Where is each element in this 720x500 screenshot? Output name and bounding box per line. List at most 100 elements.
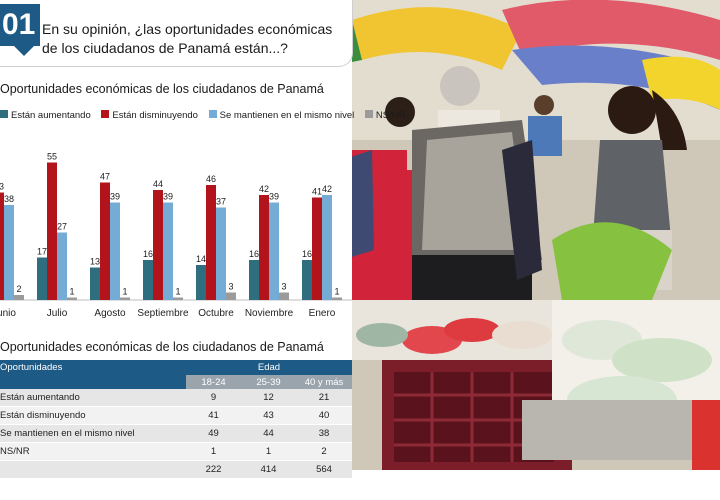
data-label-nsnr: 1: [334, 287, 339, 297]
bar-disminuyendo: [0, 192, 4, 300]
data-label-disminuyendo: 41: [312, 187, 322, 197]
data-label-mismo-nivel: 39: [163, 192, 173, 202]
table-row-label: Están disminuyendo: [0, 410, 86, 421]
data-label-disminuyendo: 42: [259, 184, 269, 194]
legend-item-nsnr: NS/NR: [364, 110, 406, 121]
data-label-aumentando: 17: [37, 247, 47, 257]
bar-mismo-nivel: [163, 202, 173, 300]
legend-label-disminuyendo: Están disminuyendo: [112, 110, 198, 121]
x-tick-label: Agosto: [94, 308, 126, 319]
data-label-nsnr: 1: [175, 287, 180, 297]
x-tick-label: Septiembre: [137, 308, 189, 319]
question-number-badge: 01: [0, 4, 40, 46]
data-label-aumentando: 16: [249, 249, 259, 259]
table-cell: 1: [210, 446, 217, 457]
data-label-mismo-nivel: 42: [322, 184, 332, 194]
legend-label-nsnr: NS/NR: [375, 110, 406, 121]
legend-item-aumentando: Están aumentando: [0, 110, 91, 121]
bar-disminuyendo: [206, 185, 216, 300]
bar-mismo-nivel: [322, 195, 332, 300]
data-label-disminuyendo: 44: [153, 179, 163, 189]
table-header-row-2: 18-24 25-39 40 y más: [0, 375, 352, 389]
data-label-nsnr: 3: [228, 282, 233, 292]
table-row: NS/NR 1 1 2: [0, 443, 352, 461]
bar-disminuyendo: [312, 197, 322, 300]
data-label-aumentando: 16: [302, 249, 312, 259]
data-label-nsnr: 1: [122, 287, 127, 297]
data-label-disminuyendo: 46: [206, 174, 216, 184]
x-tick-label: Enero: [309, 308, 336, 319]
table-header-oportunidades: Oportunidades: [0, 362, 63, 373]
table-row: Se mantienen en el mismo nivel 49 44 38: [0, 425, 352, 443]
data-label-nsnr: 3: [281, 282, 286, 292]
table-header-col-25-39: 25-39: [256, 376, 281, 388]
question-header: 01 En su opinión, ¿las oportunidades eco…: [0, 0, 353, 67]
table-cell: 222: [205, 464, 222, 475]
table-header-edad: Edad: [257, 362, 281, 373]
bar-mismo-nivel: [110, 202, 120, 300]
data-label-nsnr: 2: [16, 284, 21, 294]
data-label-disminuyendo: 43: [0, 182, 4, 192]
bar-aumentando: [37, 257, 47, 300]
table-cell: 21: [318, 392, 330, 403]
table-row: Están aumentando 9 12 21: [0, 389, 352, 407]
bar-nsnr: [67, 297, 77, 300]
x-tick-label: Junio: [0, 308, 16, 319]
market-photo-drawing: [352, 0, 720, 500]
table-cell: 40: [318, 410, 330, 421]
data-label-mismo-nivel: 37: [216, 197, 226, 207]
table-body: Están aumentando 9 12 21 Están disminuye…: [0, 389, 352, 479]
legend-item-disminuyendo: Están disminuyendo: [101, 110, 198, 121]
legend-item-mismo-nivel: Se mantienen en el mismo nivel: [208, 110, 354, 121]
table-row-totals: 222 414 564: [0, 461, 352, 479]
table-header-row-1: Oportunidades Edad: [0, 360, 352, 375]
chart-legend: Están aumentando Están disminuyendo Se m…: [0, 110, 413, 121]
table-cell: 2: [321, 446, 327, 457]
legend-swatch-aumentando: [0, 110, 8, 119]
table-header-col-40-mas: 40 y más: [304, 376, 344, 388]
x-tick-label: Noviembre: [245, 308, 294, 319]
table-header-col-18-24: 18-24: [201, 376, 226, 388]
data-label-aumentando: 16: [143, 249, 153, 259]
bar-nsnr: [279, 292, 289, 300]
x-tick-label: Julio: [47, 308, 68, 319]
bar-aumentando: [143, 260, 153, 300]
table-cell: 12: [263, 392, 274, 403]
age-table: Oportunidades Edad 18-24 25-39 40 y más …: [0, 360, 352, 479]
bar-nsnr: [226, 292, 236, 300]
x-tick-label: Octubre: [198, 308, 234, 319]
table-cell: 9: [210, 392, 217, 403]
bar-nsnr: [120, 297, 130, 300]
legend-swatch-disminuyendo: [101, 110, 110, 119]
table-cell: 414: [260, 464, 277, 475]
data-label-aumentando: 13: [90, 257, 100, 267]
table-row-label: [0, 461, 180, 478]
bar-nsnr: [14, 295, 24, 300]
data-label-aumentando: 14: [196, 254, 206, 264]
bar-aumentando: [196, 265, 206, 300]
age-columns-bar: [186, 375, 352, 389]
table-cell: 43: [263, 410, 274, 421]
data-label-disminuyendo: 47: [100, 172, 110, 182]
table-cell: 564: [316, 464, 332, 475]
bar-mismo-nivel: [4, 205, 14, 300]
table-cell: 49: [208, 428, 219, 439]
bar-mismo-nivel: [269, 202, 279, 300]
market-photo: [352, 0, 720, 500]
data-label-disminuyendo: 55: [47, 152, 57, 162]
data-label-mismo-nivel: 39: [110, 192, 120, 202]
table-cell: 38: [318, 428, 330, 439]
table-row-label: Se mantienen en el mismo nivel: [0, 428, 135, 439]
bar-disminuyendo: [100, 182, 110, 300]
data-label-mismo-nivel: 27: [57, 222, 67, 232]
chart-title: Oportunidades económicas de los ciudadan…: [0, 82, 324, 96]
table-cell: 1: [265, 446, 272, 457]
bar-aumentando: [90, 267, 100, 300]
table-row-label: Están aumentando: [0, 392, 80, 403]
table-title: Oportunidades económicas de los ciudadan…: [0, 340, 324, 354]
bar-nsnr: [173, 297, 183, 300]
badge-pointer: [14, 46, 34, 56]
bar-mismo-nivel: [216, 207, 226, 300]
bar-chart: 4343382Junio1755271Julio1347391Agosto164…: [0, 152, 352, 319]
table-row: Están disminuyendo 41 43 40: [0, 407, 352, 425]
